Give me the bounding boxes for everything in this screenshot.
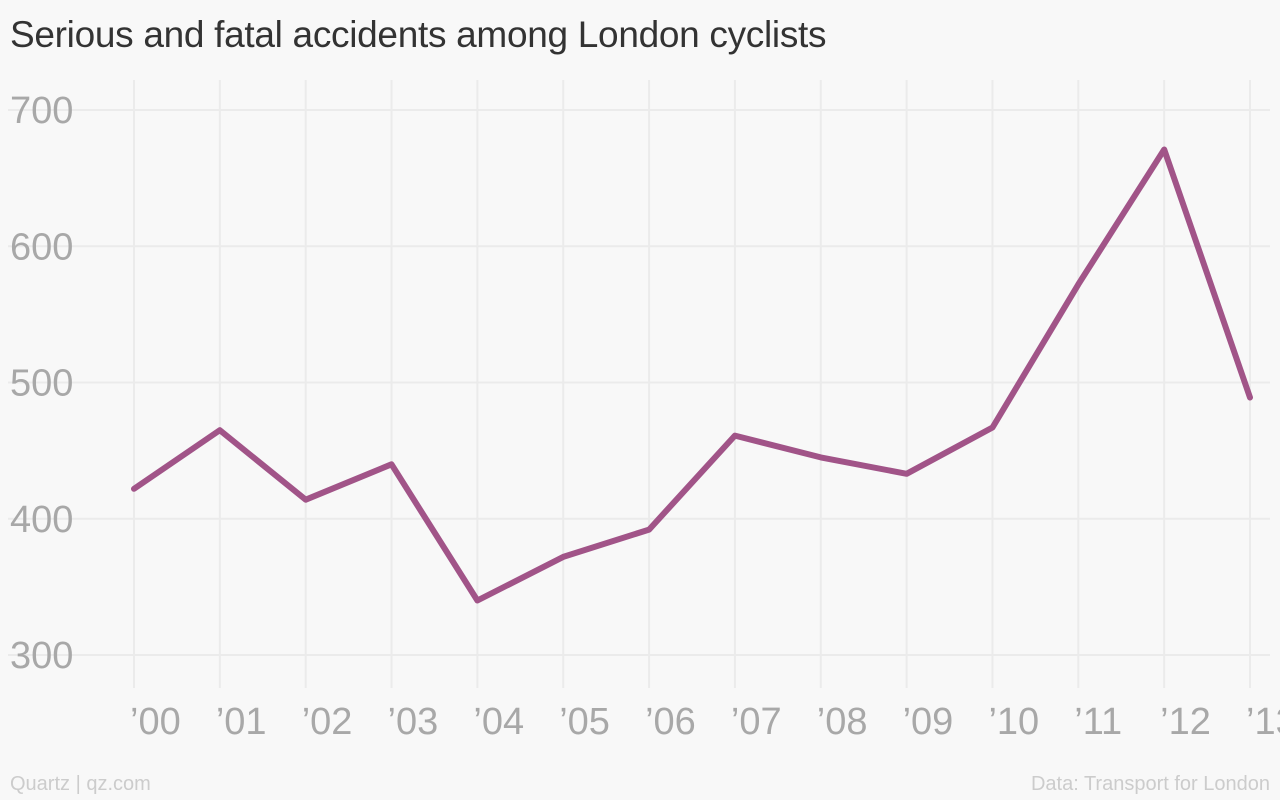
x-tick-label-4: ’04 [473,701,524,743]
y-axis-ticks: 300 400 500 600 700 [10,90,73,677]
x-tick-label-9: ’09 [903,701,954,743]
y-tick-label-500: 500 [10,363,73,405]
x-tick-label-2: ’02 [302,701,353,743]
x-axis-ticks: ’00 ’01 ’02 ’03 ’04 ’05 ’06 ’07 ’08 ’09 ’10 ’11 ’12 ’… [130,701,1280,743]
y-tick-label-300: 300 [10,635,73,677]
x-tick-label-1: ’01 [216,701,267,743]
x-tick-label-12: ’12 [1160,701,1211,743]
x-tick-label-13: ’13 [1246,701,1280,743]
y-tick-label-600: 600 [10,226,73,268]
x-tick-label-11: ’11 [1074,701,1122,743]
series-line-0 [131,146,1253,604]
grid [8,80,1270,688]
x-tick-label-5: ’05 [559,701,610,743]
series-group [131,146,1253,604]
x-tick-label-10: ’10 [988,701,1039,743]
y-tick-label-700: 700 [10,90,73,132]
footer-data-credit: Data: Transport for London [1030,773,1270,795]
chart-title: Serious and fatal accidents among London… [10,14,827,55]
x-tick-label-7: ’07 [731,701,782,743]
x-tick-label-6: ’06 [645,701,696,743]
x-tick-label-0: ’00 [130,701,181,743]
y-tick-label-400: 400 [10,499,73,541]
x-tick-label-3: ’03 [388,701,439,743]
x-tick-label-8: ’08 [817,701,868,743]
footer-source-brand: Quartz | qz.com [10,773,151,795]
